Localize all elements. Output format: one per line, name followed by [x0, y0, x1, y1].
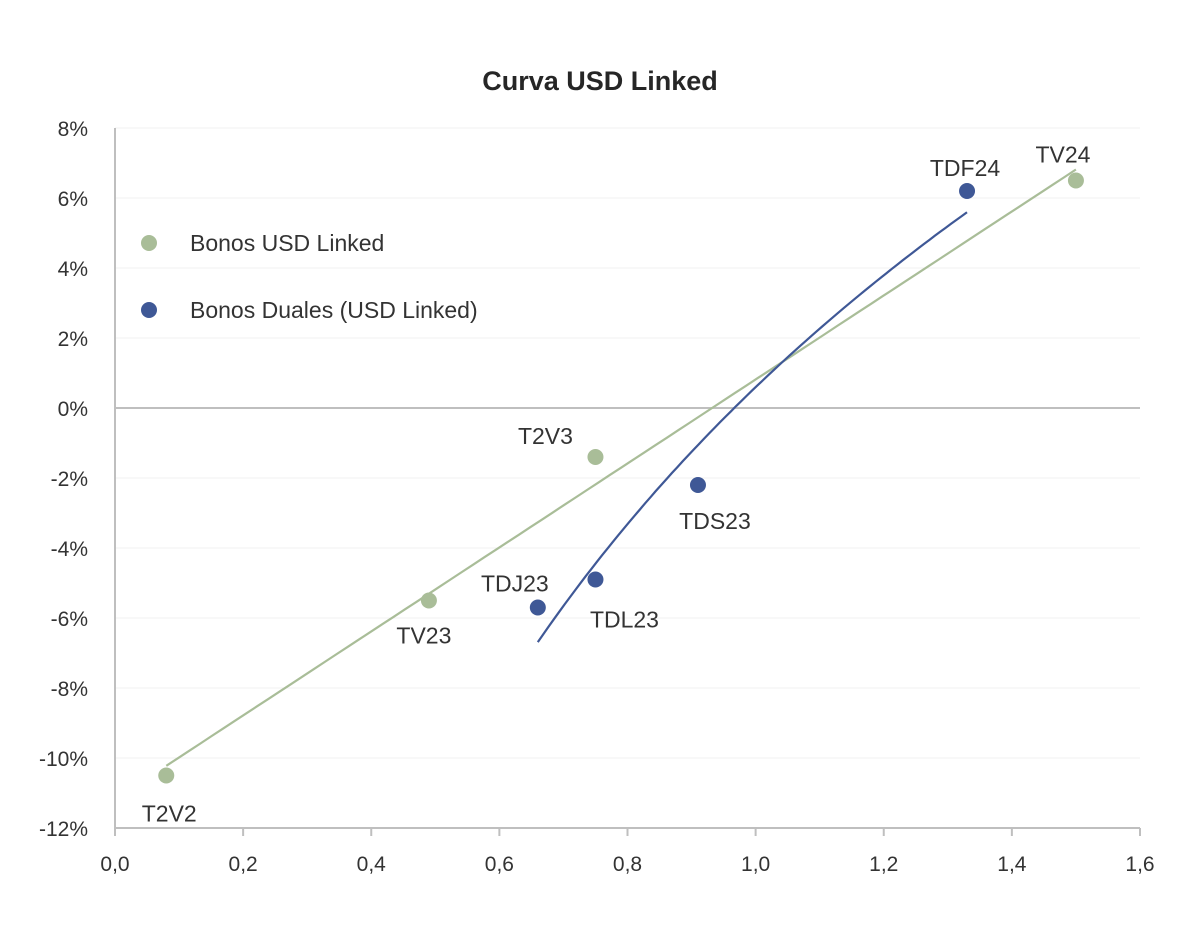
data-label-tv24: TV24 — [1035, 142, 1090, 168]
x-tick-label: 0,2 — [229, 853, 258, 876]
y-tick-label: -8% — [51, 678, 88, 701]
x-tick-label: 0,6 — [485, 853, 514, 876]
data-point-tdj23 — [529, 599, 546, 616]
legend-marker-bonos-usd-linked — [141, 235, 157, 251]
y-tick-label: 6% — [58, 188, 88, 211]
data-label-t2v2: T2V2 — [142, 801, 197, 827]
trendlines — [165, 168, 1077, 767]
y-tick-label: -4% — [51, 538, 88, 561]
legend-marker-bonos-duales — [141, 302, 157, 318]
x-tick-label: 1,0 — [741, 853, 770, 876]
chart-title: Curva USD Linked — [482, 66, 718, 96]
data-label-tds23: TDS23 — [679, 508, 751, 534]
legend: Bonos USD Linked Bonos Duales (USD Linke… — [141, 230, 478, 323]
y-tick-label: -10% — [39, 748, 88, 771]
x-tick-label: 1,4 — [997, 853, 1027, 876]
data-label-t2v3: T2V3 — [518, 423, 573, 449]
data-point-t2v3 — [587, 449, 604, 465]
y-tick-label: 8% — [58, 118, 88, 141]
trendline-bonos-usd-linked — [165, 168, 1077, 767]
data-label-tdf24: TDF24 — [930, 155, 1001, 181]
y-tick-label: -6% — [51, 608, 88, 631]
y-tick-label: 2% — [58, 328, 88, 351]
data-label-tdj23: TDJ23 — [481, 571, 549, 597]
legend-label-bonos-duales: Bonos Duales (USD Linked) — [190, 297, 478, 323]
x-tick-label: 0,8 — [613, 853, 642, 876]
y-tick-label: 0% — [58, 398, 88, 421]
data-point-tdf24 — [959, 183, 976, 199]
trendline-bonos-duales-usd-linked — [536, 211, 968, 643]
x-tick-label: 0,0 — [100, 853, 129, 876]
x-tick-label: 1,6 — [1125, 853, 1154, 876]
y-tick-label: 4% — [58, 258, 88, 281]
data-point-tv24 — [1067, 172, 1084, 189]
data-point-t2v2 — [158, 767, 175, 784]
data-point-tds23 — [689, 477, 706, 493]
legend-label-bonos-usd-linked: Bonos USD Linked — [190, 230, 384, 256]
y-tick-label: -12% — [39, 818, 88, 841]
data-label-tv23: TV23 — [396, 623, 451, 649]
x-tick-label: 1,2 — [869, 853, 898, 876]
data-label-tdl23: TDL23 — [590, 607, 659, 633]
x-tick-label: 0,4 — [357, 853, 387, 876]
data-points — [158, 172, 1084, 784]
point-labels: T2V2 TV23 T2V3 TV24 TDJ23 TDL23 TDS23 TDF24 — [142, 142, 1091, 827]
axes: 8% 6% 4% 2% 0% -2% -4% -6% -8% -10% -12% 0,0 0,2 0,4 0… — [39, 118, 1155, 876]
data-point-tdl23 — [587, 571, 604, 588]
y-tick-label: -2% — [51, 468, 88, 491]
data-point-tv23 — [420, 592, 437, 609]
